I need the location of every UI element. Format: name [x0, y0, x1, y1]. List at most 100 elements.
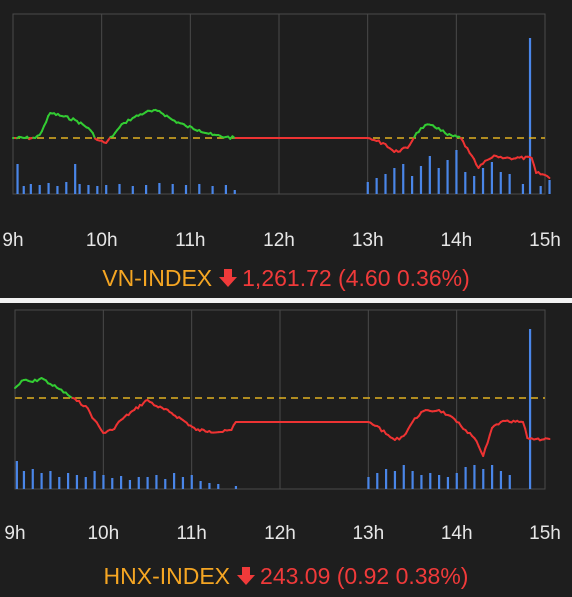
- x-tick-label: 13h: [352, 523, 384, 544]
- volume-bar: [146, 477, 149, 489]
- x-tick-label: 10h: [86, 230, 118, 251]
- volume-bar: [366, 182, 369, 194]
- volume-bar: [40, 473, 43, 489]
- volume-bar: [78, 184, 81, 194]
- x-tick-label: 15h: [529, 230, 561, 251]
- volume-bar: [181, 477, 185, 489]
- volume-bar: [75, 475, 79, 489]
- volume-bar: [74, 164, 77, 194]
- volume-bar: [233, 190, 236, 194]
- volume-bar: [548, 180, 551, 194]
- volume-bar: [58, 477, 61, 489]
- price-line: [546, 175, 551, 179]
- price-line: [231, 135, 236, 139]
- x-tick-label: 11h: [177, 523, 207, 544]
- volume-bar: [428, 156, 431, 194]
- volume-bar: [490, 162, 493, 194]
- volume-bar: [393, 168, 396, 194]
- volume-bar: [464, 467, 467, 489]
- volume-bar: [438, 475, 441, 489]
- volume-bar: [155, 475, 158, 489]
- volume-bar: [402, 164, 405, 194]
- volume-bar: [481, 168, 485, 194]
- hnx-index-caption: HNX-INDEX 243.09 (0.92 0.38%): [0, 563, 572, 590]
- volume-bar: [491, 465, 494, 489]
- volume-bar: [499, 471, 503, 489]
- volume-bar: [67, 473, 70, 489]
- x-tick-label: 14h: [441, 523, 473, 544]
- volume-bar: [473, 176, 476, 194]
- volume-bar: [455, 473, 458, 489]
- volume-bar: [419, 166, 423, 194]
- volume-bar: [402, 465, 405, 489]
- price-line: [488, 427, 493, 437]
- vn-index-name: VN-INDEX: [102, 265, 213, 291]
- volume-bar: [473, 465, 476, 489]
- x-tick-label: 14h: [440, 230, 472, 251]
- volume-bar: [198, 184, 201, 194]
- volume-bar: [446, 477, 450, 489]
- volume-bar: [111, 478, 114, 489]
- vn-index-panel: 9h 10h 11h 12h 13h 14h 15h VN-INDEX 1,261.72 (4…: [0, 0, 572, 298]
- x-tick-label: 9h: [4, 523, 25, 544]
- down-arrow-icon: [219, 268, 238, 287]
- volume-bar: [521, 184, 525, 194]
- volume-bar: [87, 185, 90, 194]
- price-line: [473, 158, 478, 166]
- volume-bar: [437, 168, 440, 194]
- volume-bar: [131, 186, 134, 194]
- volume-bar: [420, 475, 423, 489]
- volume-bar: [375, 178, 378, 194]
- volume-bar: [38, 185, 41, 194]
- volume-bar: [393, 471, 397, 489]
- price-line: [45, 115, 50, 124]
- volume-bar: [234, 486, 238, 489]
- volume-bar: [376, 473, 379, 489]
- volume-bar: [65, 182, 68, 194]
- x-tick-label: 12h: [263, 230, 295, 251]
- volume-bar: [411, 176, 414, 194]
- volume-bar: [217, 484, 220, 489]
- volume-bar: [429, 473, 432, 489]
- volume-bar: [128, 480, 132, 489]
- volume-bar: [173, 473, 176, 489]
- price-line: [524, 427, 529, 439]
- volume-bar: [47, 183, 50, 194]
- volume-bar: [158, 183, 161, 194]
- price-line: [530, 157, 535, 166]
- volume-bar: [93, 471, 96, 489]
- volume-bar: [464, 172, 467, 194]
- volume-bar: [105, 185, 108, 194]
- volume-bar: [118, 184, 121, 194]
- volume-bar: [164, 479, 167, 489]
- volume-bar: [16, 164, 19, 194]
- volume-bar: [102, 475, 105, 489]
- volume-bar: [384, 174, 387, 194]
- hnx-index-name: HNX-INDEX: [103, 563, 231, 589]
- price-line: [521, 421, 527, 430]
- x-tick-label: 15h: [529, 523, 561, 544]
- volume-bar: [184, 185, 188, 194]
- volume-bar: [145, 185, 148, 194]
- hnx-index-value: 243.09 (0.92 0.38%): [260, 563, 469, 589]
- volume-bar: [482, 469, 485, 489]
- volume-bar: [539, 186, 542, 194]
- price-line: [486, 434, 491, 444]
- volume-bar: [31, 469, 34, 489]
- volume-bar: [446, 160, 449, 194]
- price-line: [232, 421, 237, 427]
- volume-bar: [171, 184, 174, 194]
- volume-bar: [499, 172, 502, 194]
- x-tick-label: 11h: [175, 230, 205, 251]
- volume-bar: [29, 184, 32, 194]
- down-arrow-icon: [237, 566, 256, 585]
- price-line: [532, 163, 538, 174]
- volume-bar: [528, 38, 532, 194]
- x-tick-label: 13h: [352, 230, 384, 251]
- volume-bar: [199, 481, 202, 489]
- hnx-index-panel: 9h 10h 11h 12h 13h 14h 15h HNX-INDEX 243.09 (0.…: [0, 303, 572, 597]
- x-tick-label: 10h: [87, 523, 119, 544]
- volume-bar: [208, 483, 211, 489]
- volume-bar: [367, 477, 370, 489]
- volume-bar: [137, 477, 140, 489]
